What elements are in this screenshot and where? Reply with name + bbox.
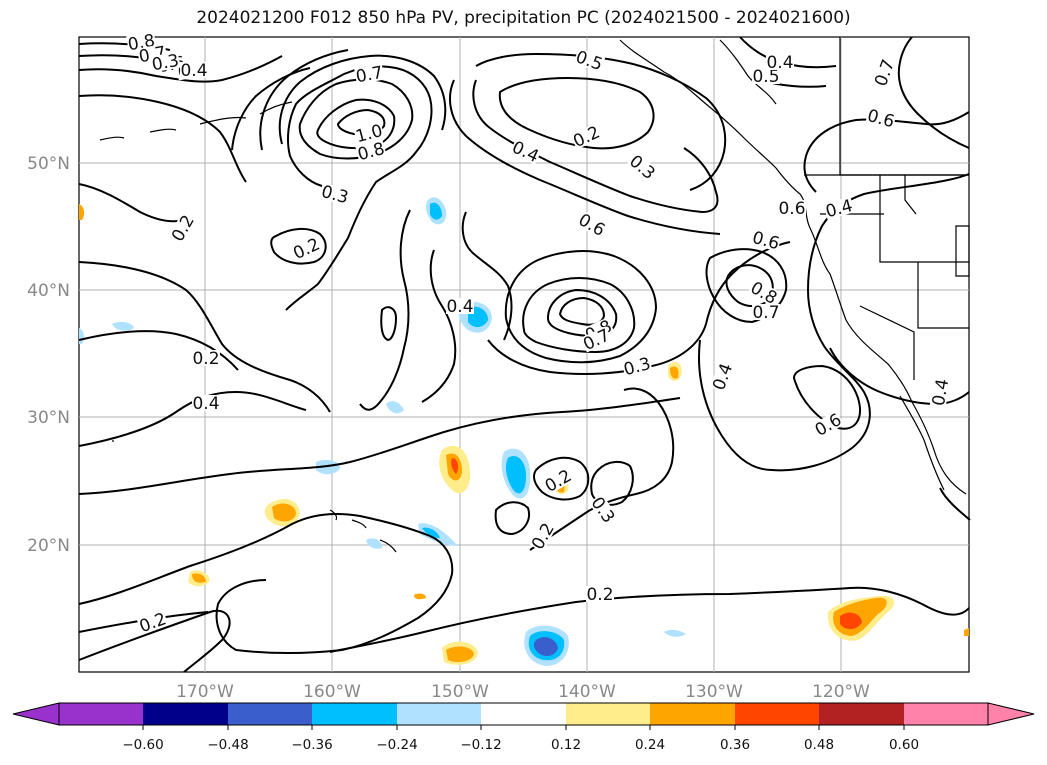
contour-label-text: 0.2 xyxy=(586,585,613,605)
colorbar-tick-label: 0.24 xyxy=(635,737,665,753)
colorbar-segment xyxy=(904,703,988,725)
lat-axis-labels: 50°N 40°N 30°N 20°N xyxy=(27,154,70,556)
contour-label-text: 0.2 xyxy=(192,349,219,369)
colorbar-segment xyxy=(312,703,397,725)
colorbar-segment xyxy=(650,703,735,725)
lat-label: 50°N xyxy=(27,154,70,174)
map-title: 2024021200 F012 850 hPa PV, precipitatio… xyxy=(196,8,851,28)
colorbar-tick-label: −0.48 xyxy=(207,737,248,753)
contour-label: 0.2 xyxy=(136,609,169,637)
colorbar-segment xyxy=(481,703,566,725)
colorbar: −0.60 −0.48 −0.36 −0.24 −0.12 0.12 0.24 0.36 0.4… xyxy=(12,702,1035,753)
map-panel: 0.80.70.60.50.40.30.71.00.80.30.20.20.50… xyxy=(78,31,971,673)
colorbar-segment xyxy=(397,703,481,725)
contour-label: 0.4 xyxy=(766,53,794,73)
colorbar-tick-label: −0.24 xyxy=(376,737,417,753)
colorbar-segment xyxy=(59,703,143,725)
contour-label: 0.4 xyxy=(446,297,474,317)
contour-label: 0.4 xyxy=(929,377,953,408)
contour-label-text: 0.6 xyxy=(778,199,805,219)
contour-label-text: 0.3 xyxy=(150,51,180,75)
contour-label-text: 0.5 xyxy=(752,67,779,87)
colorbar-over-arrow xyxy=(987,702,1035,726)
colorbar-segment xyxy=(566,703,650,725)
contour-label-text: 0.7 xyxy=(752,303,779,323)
lat-label: 20°N xyxy=(27,536,70,556)
contour-label-text: 0.4 xyxy=(192,394,219,414)
contour-label: 0.3 xyxy=(150,51,181,75)
lon-label: 150°W xyxy=(431,682,489,702)
lon-label: 120°W xyxy=(812,682,870,702)
colorbar-tick-label: −0.60 xyxy=(122,737,163,753)
colorbar-tick-label: −0.36 xyxy=(291,737,332,753)
colorbar-tick-label: −0.12 xyxy=(460,737,501,753)
contour-label-text: 0.7 xyxy=(354,63,384,87)
colorbar-segment xyxy=(735,703,819,725)
contour-label: 0.2 xyxy=(586,585,614,605)
contour-label-text: 0.4 xyxy=(180,61,207,81)
contour-label: 0.2 xyxy=(192,349,220,369)
colorbar-frame xyxy=(58,702,989,726)
colorbar-tick-label: 0.60 xyxy=(889,737,919,753)
contour-label: 0.4 xyxy=(180,61,208,81)
colorbar-under-arrow xyxy=(12,702,60,726)
contour-label-text: 0.4 xyxy=(929,377,953,407)
lon-axis-labels: 170°W 160°W 150°W 140°W 130°W 120°W xyxy=(176,682,870,702)
lat-label: 40°N xyxy=(27,281,70,301)
colorbar-segment xyxy=(819,703,904,725)
colorbar-segment xyxy=(143,703,228,725)
lat-label: 30°N xyxy=(27,408,70,428)
pv-contours xyxy=(78,36,971,673)
colorbar-segment xyxy=(228,703,312,725)
colorbar-tick-label: 0.12 xyxy=(551,737,581,753)
lon-label: 140°W xyxy=(558,682,616,702)
contour-label: 0.4 xyxy=(192,394,220,414)
lon-label: 160°W xyxy=(303,682,361,702)
contour-label: 0.8 xyxy=(355,139,387,165)
lon-label: 170°W xyxy=(176,682,234,702)
lon-label: 130°W xyxy=(685,682,743,702)
contour-label: 0.6 xyxy=(778,199,806,219)
colorbar-tick-label: 0.48 xyxy=(804,737,834,753)
contour-label: 0.7 xyxy=(354,63,385,87)
contour-label: 0.7 xyxy=(752,303,780,323)
contour-label-text: 0.4 xyxy=(446,297,473,317)
contour-label-text: 0.4 xyxy=(766,53,793,73)
colorbar-tick-label: 0.36 xyxy=(720,737,750,753)
contour-label: 0.5 xyxy=(752,67,780,87)
